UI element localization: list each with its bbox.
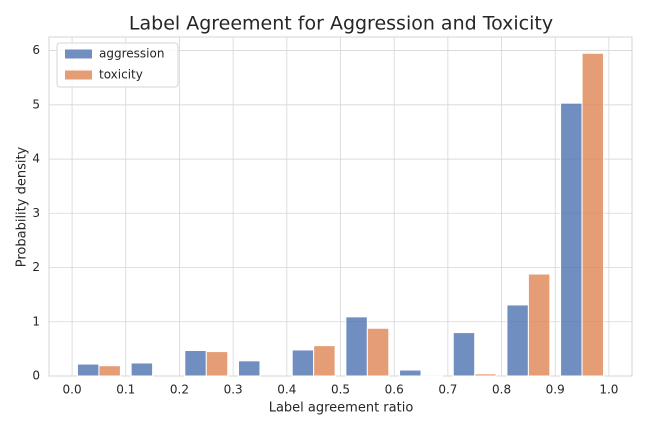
y-tick-label: 4 — [32, 152, 40, 166]
bar — [345, 316, 368, 377]
x-tick-label: 0.9 — [546, 383, 565, 397]
x-tick-label: 0.0 — [63, 383, 82, 397]
bar — [205, 351, 229, 377]
x-tick-label: 1.0 — [599, 383, 618, 397]
bar — [581, 52, 605, 377]
bar — [98, 365, 121, 377]
y-tick-label: 3 — [32, 206, 40, 220]
bar — [76, 363, 100, 377]
x-tick-label: 0.5 — [331, 383, 350, 397]
x-tick-label: 0.4 — [277, 383, 296, 397]
bar — [452, 332, 476, 377]
x-axis-label: Label agreement ratio — [269, 401, 414, 416]
bar — [366, 327, 390, 377]
bar — [527, 273, 551, 377]
x-tick-label: 0.3 — [224, 383, 243, 397]
x-tick-label: 0.7 — [438, 383, 457, 397]
y-axis-label: Probability density — [15, 146, 30, 267]
bar — [399, 369, 422, 377]
bar — [420, 374, 443, 377]
bar — [506, 304, 529, 377]
bar — [560, 102, 583, 377]
legend-swatch — [65, 49, 92, 59]
x-tick-label: 0.6 — [385, 383, 404, 397]
y-tick-label: 0 — [32, 369, 40, 383]
y-tick-label: 2 — [32, 260, 40, 274]
y-tick-label: 5 — [32, 97, 40, 111]
x-tick-label: 0.8 — [492, 383, 511, 397]
legend-swatch — [65, 70, 92, 80]
legend-label: aggression — [99, 47, 164, 61]
x-tick-label: 0.1 — [116, 383, 135, 397]
bar — [291, 349, 315, 377]
bar — [313, 345, 336, 377]
chart-title: Label Agreement for Aggression and Toxic… — [129, 13, 553, 35]
bar — [238, 360, 261, 377]
legend-label: toxicity — [99, 68, 143, 82]
x-tick-label: 0.2 — [170, 383, 189, 397]
y-tick-label: 1 — [32, 314, 40, 328]
bar — [130, 362, 154, 377]
bar — [184, 350, 207, 377]
plot-border — [48, 36, 633, 377]
y-tick-label: 6 — [32, 43, 40, 57]
bar — [474, 373, 497, 377]
